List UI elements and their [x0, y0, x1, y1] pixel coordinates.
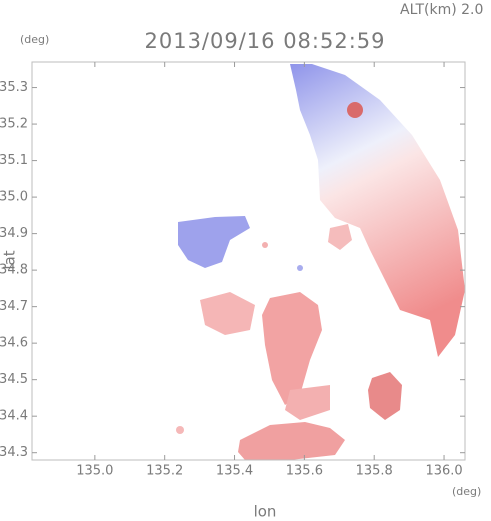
x-tick-label: 135.2 [146, 464, 183, 479]
x-tick-label: 135.6 [286, 464, 323, 479]
y-tick-label: 34.3 [0, 445, 28, 460]
y-tick-label: 34.4 [0, 409, 28, 424]
y-axis-label: lat [1, 250, 19, 269]
y-unit: (deg) [20, 33, 49, 46]
echo-region [176, 426, 184, 434]
y-tick-label: 35.0 [0, 190, 28, 205]
plot-frame [31, 61, 466, 461]
x-tick-label: 135.0 [76, 464, 113, 479]
echo-region [328, 224, 352, 250]
echo-region [200, 292, 255, 335]
x-tick-label: 135.4 [216, 464, 253, 479]
echo-region [368, 372, 402, 420]
y-tick-label: 35.2 [0, 117, 28, 132]
y-tick-label: 35.3 [0, 80, 28, 95]
chart-title: 2013/09/16 08:52:59 [144, 29, 385, 53]
echo-region [347, 102, 363, 118]
x-tick-label: 136.0 [425, 464, 462, 479]
echo-region [262, 292, 322, 405]
y-tick-label: 34.8 [0, 263, 28, 278]
x-axis-label: lon [254, 503, 277, 521]
x-tick-label: 135.8 [356, 464, 393, 479]
echo-field [176, 64, 465, 460]
echo-region [297, 265, 303, 271]
x-unit: (deg) [452, 485, 481, 498]
echo-region [262, 242, 268, 248]
echo-region [285, 385, 330, 420]
echo-region [178, 216, 250, 268]
y-tick-label: 34.9 [0, 226, 28, 241]
echo-region [238, 422, 345, 460]
y-tick-label: 34.6 [0, 336, 28, 351]
chart-subtitle: ALT(km) 2.0 [400, 2, 483, 18]
y-tick-label: 34.7 [0, 299, 28, 314]
echo-region [290, 64, 465, 357]
y-tick-label: 35.1 [0, 153, 28, 168]
y-tick-label: 34.5 [0, 372, 28, 387]
